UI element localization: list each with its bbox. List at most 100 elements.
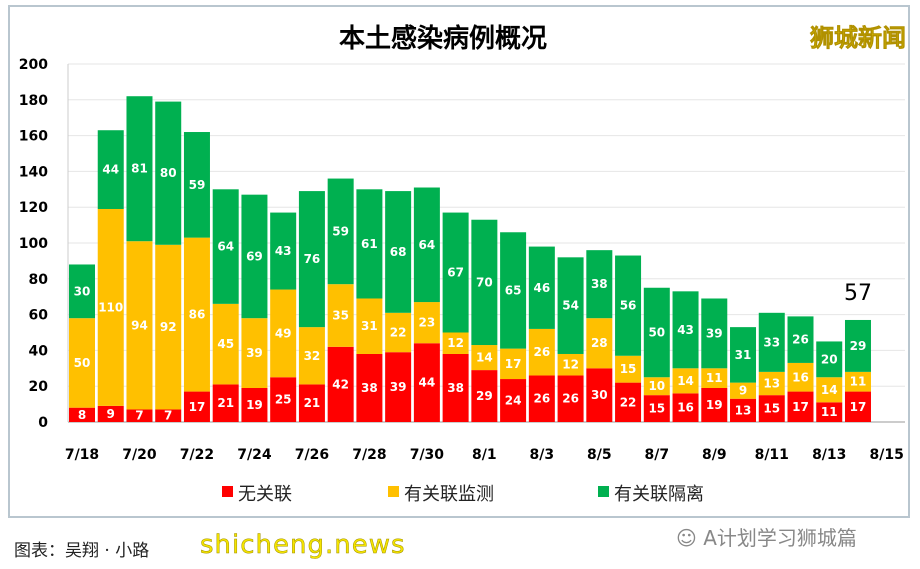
bar-segment-7/25-s2 bbox=[270, 212, 297, 290]
data-label: 67 bbox=[447, 266, 464, 280]
bar-segment-7/23-s1 bbox=[212, 303, 239, 385]
y-tick-label: 180 bbox=[19, 93, 48, 109]
brand-logo: 狮城新闻 bbox=[810, 24, 907, 53]
data-label: 44 bbox=[419, 376, 436, 390]
bar-segment-7/29-s2 bbox=[385, 191, 412, 313]
bar-segment-7/18-s2 bbox=[69, 264, 95, 319]
data-label: 12 bbox=[447, 336, 464, 350]
bar-segment-7/24-s1 bbox=[241, 318, 268, 388]
bar-segment-8/10-s1 bbox=[730, 382, 757, 399]
bar-segment-8/3-s0 bbox=[528, 375, 555, 422]
data-label: 11 bbox=[706, 371, 723, 385]
bar-segment-8/6-s2 bbox=[615, 255, 642, 356]
bar-segment-7/28-s1 bbox=[356, 298, 383, 354]
bar-segment-8/11-s2 bbox=[758, 312, 785, 372]
data-label: 10 bbox=[648, 379, 665, 393]
bar-segment-8/1-s0 bbox=[471, 370, 498, 422]
data-label: 33 bbox=[763, 335, 780, 349]
bar-segment-8/7-s0 bbox=[643, 395, 670, 422]
wechat-icon: ☺ bbox=[676, 526, 697, 550]
data-label: 12 bbox=[562, 358, 579, 372]
x-tick-label: 8/9 bbox=[702, 447, 727, 463]
y-tick-label: 120 bbox=[19, 200, 48, 216]
x-tick-label: 8/13 bbox=[812, 447, 846, 463]
bar-segment-7/22-s0 bbox=[183, 391, 210, 422]
bar-segment-8/12-s0 bbox=[787, 391, 814, 422]
bar-segment-8/1-s1 bbox=[471, 345, 498, 371]
y-tick-label: 200 bbox=[19, 57, 48, 73]
x-tick-label: 8/5 bbox=[587, 447, 612, 463]
bar-segment-7/27-s2 bbox=[327, 178, 354, 285]
caption: 图表：吴翔 · 小路 bbox=[14, 541, 150, 561]
data-label: 17 bbox=[850, 400, 867, 414]
bar-segment-7/27-s0 bbox=[327, 346, 354, 422]
data-label: 22 bbox=[620, 395, 637, 409]
y-tick-label: 100 bbox=[19, 236, 48, 252]
data-label: 70 bbox=[476, 275, 493, 289]
data-label: 45 bbox=[217, 337, 234, 351]
bar-segment-7/31-s0 bbox=[442, 353, 469, 422]
bar-segment-8/11-s0 bbox=[758, 395, 785, 422]
bar-segment-8/2-s0 bbox=[500, 379, 527, 422]
data-label: 59 bbox=[332, 224, 349, 238]
bar-segment-8/12-s2 bbox=[787, 316, 814, 363]
x-tick-label: 8/15 bbox=[870, 447, 904, 463]
x-tick-label: 8/11 bbox=[755, 447, 789, 463]
data-label: 38 bbox=[591, 277, 608, 291]
data-label: 29 bbox=[476, 389, 493, 403]
bar-segment-7/28-s2 bbox=[356, 189, 383, 299]
legend-label: 有关联监测 bbox=[404, 484, 494, 505]
bar-segment-7/20-s0 bbox=[126, 409, 153, 422]
bar-segment-8/8-s1 bbox=[672, 368, 699, 394]
data-label: 43 bbox=[677, 323, 694, 337]
bar-segment-8/5-s2 bbox=[586, 250, 613, 319]
y-tick-label: 80 bbox=[29, 272, 49, 288]
data-label: 17 bbox=[189, 400, 206, 414]
y-tick-label: 160 bbox=[19, 129, 48, 145]
bar-segment-8/13-s2 bbox=[816, 341, 843, 378]
data-label: 7 bbox=[135, 409, 143, 423]
bar-segment-8/4-s1 bbox=[557, 353, 584, 376]
bar-segment-8/14-s0 bbox=[844, 391, 871, 422]
bar-segment-7/26-s2 bbox=[298, 191, 325, 328]
data-label: 19 bbox=[246, 398, 263, 412]
bar-segment-8/4-s2 bbox=[557, 257, 584, 354]
bar-segment-7/25-s0 bbox=[270, 377, 297, 422]
data-label: 11 bbox=[821, 405, 838, 419]
bar-segment-8/2-s1 bbox=[500, 348, 527, 380]
y-tick-label: 60 bbox=[29, 308, 49, 324]
data-label: 65 bbox=[505, 283, 522, 297]
bar-segment-8/9-s1 bbox=[701, 368, 728, 388]
data-label: 9 bbox=[107, 407, 115, 421]
x-tick-label: 8/1 bbox=[472, 447, 497, 463]
bar-segment-7/28-s0 bbox=[356, 353, 383, 422]
legend-swatch bbox=[388, 486, 399, 497]
data-label: 20 bbox=[821, 352, 838, 366]
data-label: 26 bbox=[533, 392, 550, 406]
data-label: 26 bbox=[562, 392, 579, 406]
data-label: 64 bbox=[419, 238, 436, 252]
data-label: 76 bbox=[304, 252, 321, 266]
bar-segment-7/20-s2 bbox=[126, 96, 153, 242]
bar-segment-8/7-s2 bbox=[643, 287, 670, 378]
bar-segment-7/26-s0 bbox=[298, 384, 325, 422]
bar-segment-7/30-s2 bbox=[413, 187, 440, 303]
data-label: 28 bbox=[591, 336, 608, 350]
bar-segment-8/3-s1 bbox=[528, 328, 555, 376]
data-label: 21 bbox=[217, 396, 234, 410]
data-label: 32 bbox=[304, 349, 321, 363]
data-label: 31 bbox=[361, 319, 378, 333]
bar-segment-7/18-s1 bbox=[69, 318, 95, 408]
annotation-label: 57 bbox=[844, 281, 872, 306]
data-label: 25 bbox=[275, 393, 292, 407]
data-label: 46 bbox=[533, 281, 550, 295]
bar-segment-7/19-s2 bbox=[97, 130, 124, 209]
data-label: 61 bbox=[361, 237, 378, 251]
bar-segment-8/1-s2 bbox=[471, 219, 498, 346]
data-label: 22 bbox=[390, 326, 407, 340]
bar-segment-7/19-s1 bbox=[97, 208, 124, 406]
legend-swatch bbox=[222, 486, 233, 497]
bar-segment-8/13-s1 bbox=[816, 377, 843, 403]
x-tick-label: 7/28 bbox=[352, 447, 386, 463]
bar-segment-8/9-s2 bbox=[701, 298, 728, 369]
